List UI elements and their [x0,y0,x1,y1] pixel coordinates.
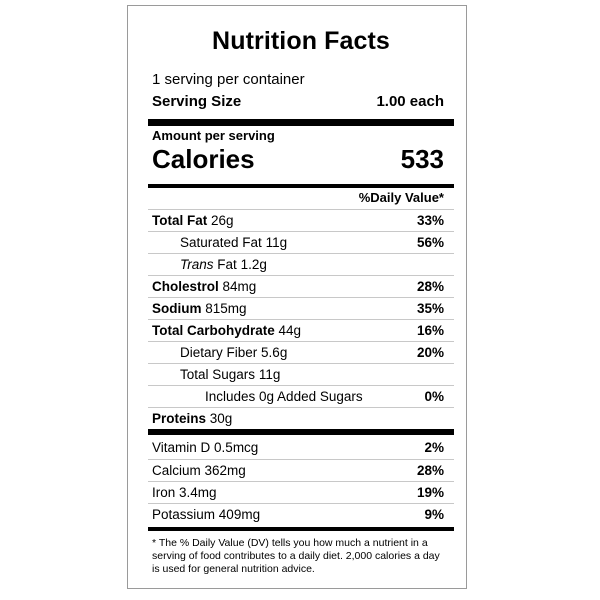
vitamin-dv: 2% [424,440,444,455]
nutrient-row-trans-fat: Trans Fat 1.2g [148,253,454,275]
vitamin-name: Calcium [152,463,201,478]
vitamin-name: Potassium [152,507,216,522]
nutrient-name: Total Fat [152,213,208,228]
serving-size-value: 1.00 each [376,93,444,110]
vitamin-amount: 362mg [204,463,246,478]
medium-divider [148,184,454,188]
nutrient-dv: 33% [416,213,444,228]
vitamin-name: Vitamin D [152,440,211,455]
vitamin-dv: 28% [416,463,444,478]
nutrient-name: Sodium [152,301,202,316]
nutrient-dv: 16% [416,323,444,338]
calories-label: Calories [152,144,255,174]
nutrient-name: Total Sugars [180,367,256,382]
nutrient-row-total-sugars: Total Sugars 11g [148,363,454,385]
servings-per-container: 1 serving per container [152,71,305,88]
nutrient-amount: 1.2g [240,257,267,272]
nutrient-name: Cholestrol [152,279,219,294]
nutrient-dv: 0% [424,389,444,404]
nutrient-row-cholestrol: Cholestrol 84mg 28% [148,275,454,297]
serving-size-label: Serving Size [152,93,242,110]
nutrient-amount: 5.6g [261,345,288,360]
nutrient-row-proteins: Proteins 30g [148,407,454,429]
serving-size-row: Serving Size 1.00 each [152,93,444,110]
calories-row: Calories 533 [152,144,444,175]
vitamin-row-iron: Iron 3.4mg 19% [148,481,454,503]
vitamin-name: Iron [152,485,176,500]
nutrient-amount: 84mg [222,279,257,294]
vitamin-dv: 19% [416,485,444,500]
nutrition-facts-label: Nutrition Facts 1 serving per container … [127,5,467,589]
vitamin-dv: 9% [424,507,444,522]
bottom-divider [148,527,454,531]
vitamin-amount: 3.4mg [179,485,217,500]
nutrient-row-dietary-fiber: Dietary Fiber 5.6g 20% [148,341,454,363]
nutrient-name: Proteins [152,411,207,426]
nutrient-name-italic: Trans [180,257,214,272]
vitamin-row-calcium: Calcium 362mg 28% [148,459,454,481]
nutrient-amount: 11g [258,367,281,382]
label-title: Nutrition Facts [212,27,390,55]
vitamin-amount: 0.5mcg [214,440,259,455]
nutrient-row-sodium: Sodium 815mg 35% [148,297,454,319]
vitamin-amount: 409mg [218,507,261,522]
nutrient-name: Dietary Fiber [180,345,258,360]
nutrient-name: Fat [217,257,237,272]
nutrient-row-saturated-fat: Saturated Fat 11g 56% [148,231,454,253]
daily-value-footnote: * The % Daily Value (DV) tells you how m… [152,537,440,575]
vitamin-row-potassium: Potassium 409mg 9% [148,503,454,525]
nutrient-dv: 20% [416,345,444,360]
nutrient-dv: 28% [416,279,444,294]
vitamin-row-vitamin-d: Vitamin D 0.5mcg 2% [148,437,454,459]
nutrient-dv: 35% [416,301,444,316]
calories-value: 533 [400,144,444,174]
thick-divider [148,119,454,126]
nutrient-row-total-fat: Total Fat 26g 33% [148,209,454,231]
nutrient-name: Includes 0g Added Sugars [205,389,363,404]
nutrient-row-total-carbohydrate: Total Carbohydrate 44g 16% [148,319,454,341]
nutrient-amount: 11g [265,235,288,250]
nutrient-dv: 56% [416,235,444,250]
nutrient-name: Total Carbohydrate [152,323,275,338]
nutrient-row-added-sugars: Includes 0g Added Sugars 0% [148,385,454,407]
nutrient-amount: 30g [209,411,233,426]
nutrient-amount: 44g [278,323,302,338]
nutrient-amount: 815mg [205,301,247,316]
nutrient-name: Saturated Fat [180,235,262,250]
amount-per-serving: Amount per serving [152,128,275,143]
nutrient-amount: 26g [211,213,234,228]
thick-divider-vitamins [148,429,454,435]
daily-value-header: %Daily Value* [358,190,444,205]
